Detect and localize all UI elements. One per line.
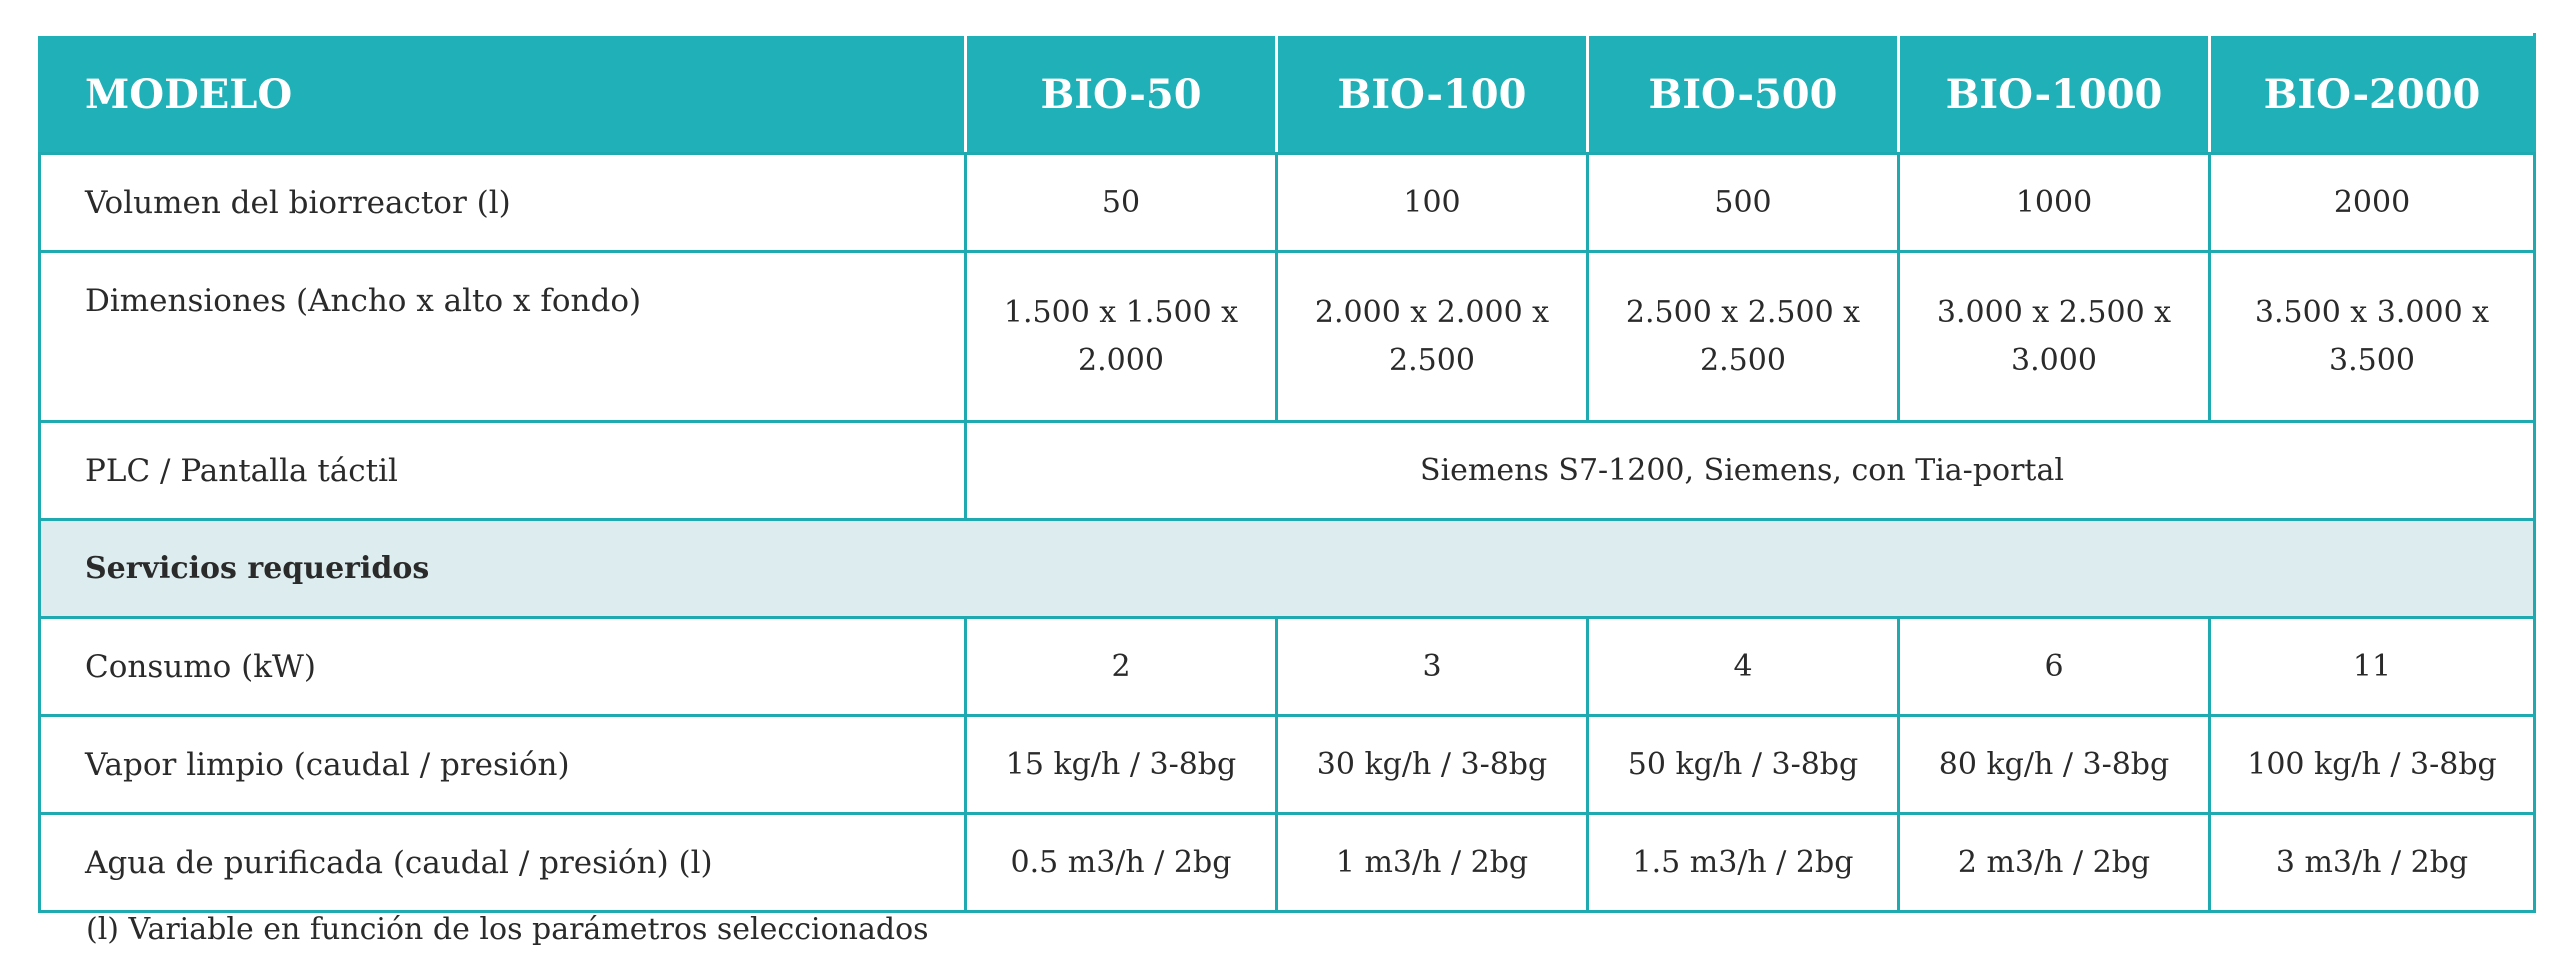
table-cell: 1.5 m3/h / 2bg xyxy=(1586,812,1900,913)
table-cell: 2 xyxy=(964,616,1278,717)
row-label: Vapor limpio (caudal / presión) xyxy=(38,714,967,815)
row-label: Agua de purificada (caudal / presión) (l… xyxy=(38,812,967,913)
table-cell: 0.5 m3/h / 2bg xyxy=(964,812,1278,913)
header-model: BIO-2000 xyxy=(2208,33,2536,155)
table-cell: 11 xyxy=(2208,616,2536,717)
table-row: Consumo (kW) 2 3 4 6 11 xyxy=(38,616,2536,717)
cell-line: 3.000 xyxy=(2011,342,2097,378)
table-cell: 50 xyxy=(964,152,1278,253)
row-label: Dimensiones (Ancho x alto x fondo) xyxy=(38,250,967,423)
table-cell: 3.500 x 3.000 x 3.500 xyxy=(2208,250,2536,423)
table-cell: 80 kg/h / 3-8bg xyxy=(1897,714,2211,815)
table-cell: 3 m3/h / 2bg xyxy=(2208,812,2536,913)
table-cell: 100 kg/h / 3-8bg xyxy=(2208,714,2536,815)
table-cell: 1 m3/h / 2bg xyxy=(1275,812,1589,913)
table-cell-span: Siemens S7-1200, Siemens, con Tia-portal xyxy=(964,420,2536,521)
cell-line: 2.000 xyxy=(1078,342,1164,378)
header-model: BIO-50 xyxy=(964,33,1278,155)
table-cell: 1000 xyxy=(1897,152,2211,253)
cell-line: 3.500 x 3.000 x xyxy=(2254,294,2490,330)
header-model: BIO-100 xyxy=(1275,33,1589,155)
header-model: BIO-1000 xyxy=(1897,33,2211,155)
table-cell: 3.000 x 2.500 x 3.000 xyxy=(1897,250,2211,423)
section-label: Servicios requeridos xyxy=(38,518,2536,619)
row-label: PLC / Pantalla táctil xyxy=(38,420,967,521)
row-label: Consumo (kW) xyxy=(38,616,967,717)
table-cell: 2 m3/h / 2bg xyxy=(1897,812,2211,913)
table-cell: 2.500 x 2.500 x 2.500 xyxy=(1586,250,1900,423)
cell-line: 1.500 x 1.500 x xyxy=(1003,294,1239,330)
cell-line: 2.500 xyxy=(1389,342,1475,378)
table-cell: 100 xyxy=(1275,152,1589,253)
table-cell: 500 xyxy=(1586,152,1900,253)
table-row: Vapor limpio (caudal / presión) 15 kg/h … xyxy=(38,714,2536,815)
table-row: Dimensiones (Ancho x alto x fondo) 1.500… xyxy=(38,250,2536,423)
cell-line: 3.500 xyxy=(2329,342,2415,378)
cell-line: 3.000 x 2.500 x xyxy=(1936,294,2172,330)
header-model: BIO-500 xyxy=(1586,33,1900,155)
table-cell: 1.500 x 1.500 x 2.000 xyxy=(964,250,1278,423)
table-cell: 30 kg/h / 3-8bg xyxy=(1275,714,1589,815)
cell-line: 2.000 x 2.000 x xyxy=(1314,294,1550,330)
table-cell: 50 kg/h / 3-8bg xyxy=(1586,714,1900,815)
table-cell: 6 xyxy=(1897,616,2211,717)
table-row: PLC / Pantalla táctil Siemens S7-1200, S… xyxy=(38,420,2536,521)
table-cell: 2000 xyxy=(2208,152,2536,253)
row-label: Volumen del biorreactor (l) xyxy=(38,152,967,253)
header-modelo: MODELO xyxy=(38,33,967,155)
table-cell: 15 kg/h / 3-8bg xyxy=(964,714,1278,815)
cell-line: 2.500 x 2.500 x xyxy=(1625,294,1861,330)
cell-line: 2.500 xyxy=(1700,342,1786,378)
table-cell: 4 xyxy=(1586,616,1900,717)
table-row: Volumen del biorreactor (l) 50 100 500 1… xyxy=(38,152,2536,253)
spec-table: MODELO BIO-50 BIO-100 BIO-500 BIO-1000 B… xyxy=(38,33,2536,913)
table-cell: 2.000 x 2.000 x 2.500 xyxy=(1275,250,1589,423)
section-row: Servicios requeridos xyxy=(38,518,2536,619)
footnote: (l) Variable en función de los parámetro… xyxy=(86,912,929,947)
header-row: MODELO BIO-50 BIO-100 BIO-500 BIO-1000 B… xyxy=(38,33,2536,155)
spec-table-container: MODELO BIO-50 BIO-100 BIO-500 BIO-1000 B… xyxy=(38,33,2536,913)
table-cell: 3 xyxy=(1275,616,1589,717)
table-row: Agua de purificada (caudal / presión) (l… xyxy=(38,812,2536,913)
